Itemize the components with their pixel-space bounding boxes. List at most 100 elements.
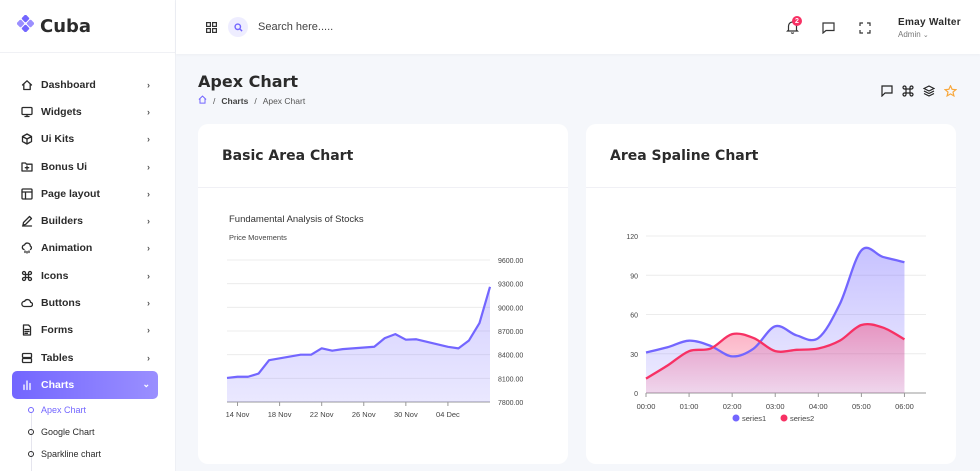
bullet-icon bbox=[28, 451, 34, 457]
sidebar-item-page-layout[interactable]: Page layout › bbox=[12, 180, 158, 207]
sidebar-item-bonus-ui[interactable]: Bonus Ui › bbox=[12, 153, 158, 180]
message-square-icon[interactable] bbox=[881, 84, 893, 102]
chart-title: Fundamental Analysis of Stocks bbox=[229, 214, 364, 225]
legend-label: series2 bbox=[790, 414, 814, 423]
sidebar-item-ui-kits[interactable]: Ui Kits › bbox=[12, 126, 158, 153]
sidebar-item-label: Ui Kits bbox=[41, 133, 75, 146]
fullscreen-icon[interactable] bbox=[859, 21, 871, 39]
user-role-label: Admin bbox=[898, 30, 921, 39]
x-tick-label: 18 Nov bbox=[268, 410, 292, 419]
sidebar-item-label: Animation bbox=[41, 242, 93, 255]
search-input[interactable] bbox=[258, 17, 458, 37]
bookmark-icons bbox=[881, 84, 958, 102]
breadcrumb-charts[interactable]: Charts bbox=[221, 95, 249, 106]
submenu-item-label: Apex Chart bbox=[41, 405, 87, 415]
legend-item-series2[interactable]: series2 bbox=[780, 414, 815, 423]
x-tick-label: 04:00 bbox=[809, 402, 828, 411]
command-icon[interactable] bbox=[902, 84, 914, 102]
breadcrumb-separator: / bbox=[254, 95, 257, 106]
edit-icon bbox=[21, 215, 33, 227]
breadcrumb-separator: / bbox=[213, 95, 216, 106]
star-icon[interactable] bbox=[943, 84, 958, 102]
y-tick-label: 60 bbox=[630, 313, 638, 320]
sidebar-item-label: Bonus Ui bbox=[41, 160, 88, 173]
x-tick-label: 22 Nov bbox=[310, 410, 334, 419]
chevron-right-icon: › bbox=[147, 298, 150, 309]
charts-submenu: Apex Chart Google Chart Sparkline chart bbox=[28, 399, 101, 465]
sidebar-item-builders[interactable]: Builders › bbox=[12, 207, 158, 234]
y-tick-label: 9300.00 bbox=[498, 282, 523, 289]
x-tick-label: 04 Dec bbox=[436, 410, 460, 419]
chevron-right-icon: › bbox=[147, 352, 150, 363]
x-tick-label: 03:00 bbox=[766, 402, 785, 411]
sidebar-item-widgets[interactable]: Widgets › bbox=[12, 98, 158, 125]
grid-icon[interactable] bbox=[206, 20, 217, 38]
legend-item-series1[interactable]: series1 bbox=[732, 414, 767, 423]
bullet-icon bbox=[28, 429, 34, 435]
sidebar-item-label: Charts bbox=[41, 378, 75, 391]
home-icon[interactable] bbox=[198, 95, 207, 106]
basic-area-chart: Fundamental Analysis of Stocks Price Move… bbox=[226, 214, 524, 419]
sidebar-item-label: Dashboard bbox=[41, 78, 96, 91]
x-tick-label: 14 Nov bbox=[226, 410, 250, 419]
y-tick-label: 8100.00 bbox=[498, 376, 523, 383]
sidebar-item-charts[interactable]: Charts ⌄ bbox=[12, 371, 158, 399]
search-icon[interactable] bbox=[228, 17, 248, 37]
x-tick-label: 01:00 bbox=[680, 402, 699, 411]
user-name[interactable]: Emay Walter bbox=[898, 17, 961, 28]
breadcrumb: / Charts / Apex Chart bbox=[198, 95, 305, 106]
sidebar-item-tables[interactable]: Tables › bbox=[12, 344, 158, 371]
area-fill bbox=[227, 286, 490, 402]
y-tick-label: 9600.00 bbox=[498, 258, 523, 265]
cloud-icon bbox=[21, 297, 33, 309]
sidebar-item-buttons[interactable]: Buttons › bbox=[12, 289, 158, 316]
sidebar-item-animation[interactable]: Animation › bbox=[12, 235, 158, 262]
message-icon[interactable] bbox=[822, 21, 835, 39]
layers-icon[interactable] bbox=[922, 84, 936, 102]
chevron-right-icon: › bbox=[147, 270, 150, 281]
chevron-down-icon: ⌄ bbox=[142, 379, 150, 390]
monitor-icon bbox=[21, 106, 33, 118]
logo-divider bbox=[0, 52, 176, 53]
chevron-right-icon: › bbox=[147, 134, 150, 145]
legend-marker bbox=[732, 414, 740, 422]
submenu-line bbox=[31, 412, 32, 471]
x-tick-label: 30 Nov bbox=[394, 410, 418, 419]
sidebar-item-label: Builders bbox=[41, 215, 84, 228]
logo-icon bbox=[16, 14, 35, 37]
y-tick-label: 9000.00 bbox=[498, 305, 523, 312]
submenu-item-google-chart[interactable]: Google Chart bbox=[28, 421, 101, 443]
chevron-right-icon: › bbox=[147, 216, 150, 227]
x-tick-label: 26 Nov bbox=[352, 410, 376, 419]
home-icon bbox=[21, 79, 33, 91]
sidebar-menu: Dashboard › Widgets › Ui Kits › Bonus Ui › Page … bbox=[12, 71, 158, 399]
box-icon bbox=[21, 133, 33, 145]
chevron-right-icon: › bbox=[147, 243, 150, 254]
series-line bbox=[226, 286, 492, 380]
chevron-right-icon: › bbox=[147, 106, 150, 117]
sidebar-item-label: Page layout bbox=[41, 187, 100, 200]
sidebar-item-dashboard[interactable]: Dashboard › bbox=[12, 71, 158, 98]
server-icon bbox=[21, 352, 33, 364]
chevron-right-icon: › bbox=[147, 325, 150, 336]
sidebar-item-label: Forms bbox=[41, 324, 74, 337]
area-spaline-chart-card: Area Spaline Chart 120 90 60 30 0 00:00 01:00 0… bbox=[586, 124, 956, 464]
submenu-item-sparkline-chart[interactable]: Sparkline chart bbox=[28, 443, 101, 465]
chevron-right-icon: › bbox=[147, 79, 150, 90]
user-role[interactable]: Admin ⌄ bbox=[898, 30, 929, 39]
notification-badge: 2 bbox=[792, 16, 802, 26]
sidebar-item-label: Widgets bbox=[41, 105, 82, 118]
submenu-item-label: Google Chart bbox=[41, 427, 95, 437]
y-tick-label: 7800.00 bbox=[498, 400, 523, 407]
y-tick-label: 8400.00 bbox=[498, 353, 523, 360]
y-tick-label: 8700.00 bbox=[498, 329, 523, 336]
sidebar-item-icons[interactable]: Icons › bbox=[12, 262, 158, 289]
logo[interactable]: Cuba bbox=[16, 14, 91, 37]
sidebar: Cuba Dashboard › Widgets › Ui Kits › Bonus Ui ›… bbox=[0, 0, 176, 471]
chevron-right-icon: › bbox=[147, 161, 150, 172]
submenu-item-apex-chart[interactable]: Apex Chart bbox=[28, 399, 101, 421]
top-header: 2 Emay Walter Admin ⌄ bbox=[176, 0, 980, 54]
x-tick-label: 00:00 bbox=[637, 402, 656, 411]
sidebar-item-forms[interactable]: Forms › bbox=[12, 317, 158, 344]
legend-marker bbox=[780, 414, 788, 422]
